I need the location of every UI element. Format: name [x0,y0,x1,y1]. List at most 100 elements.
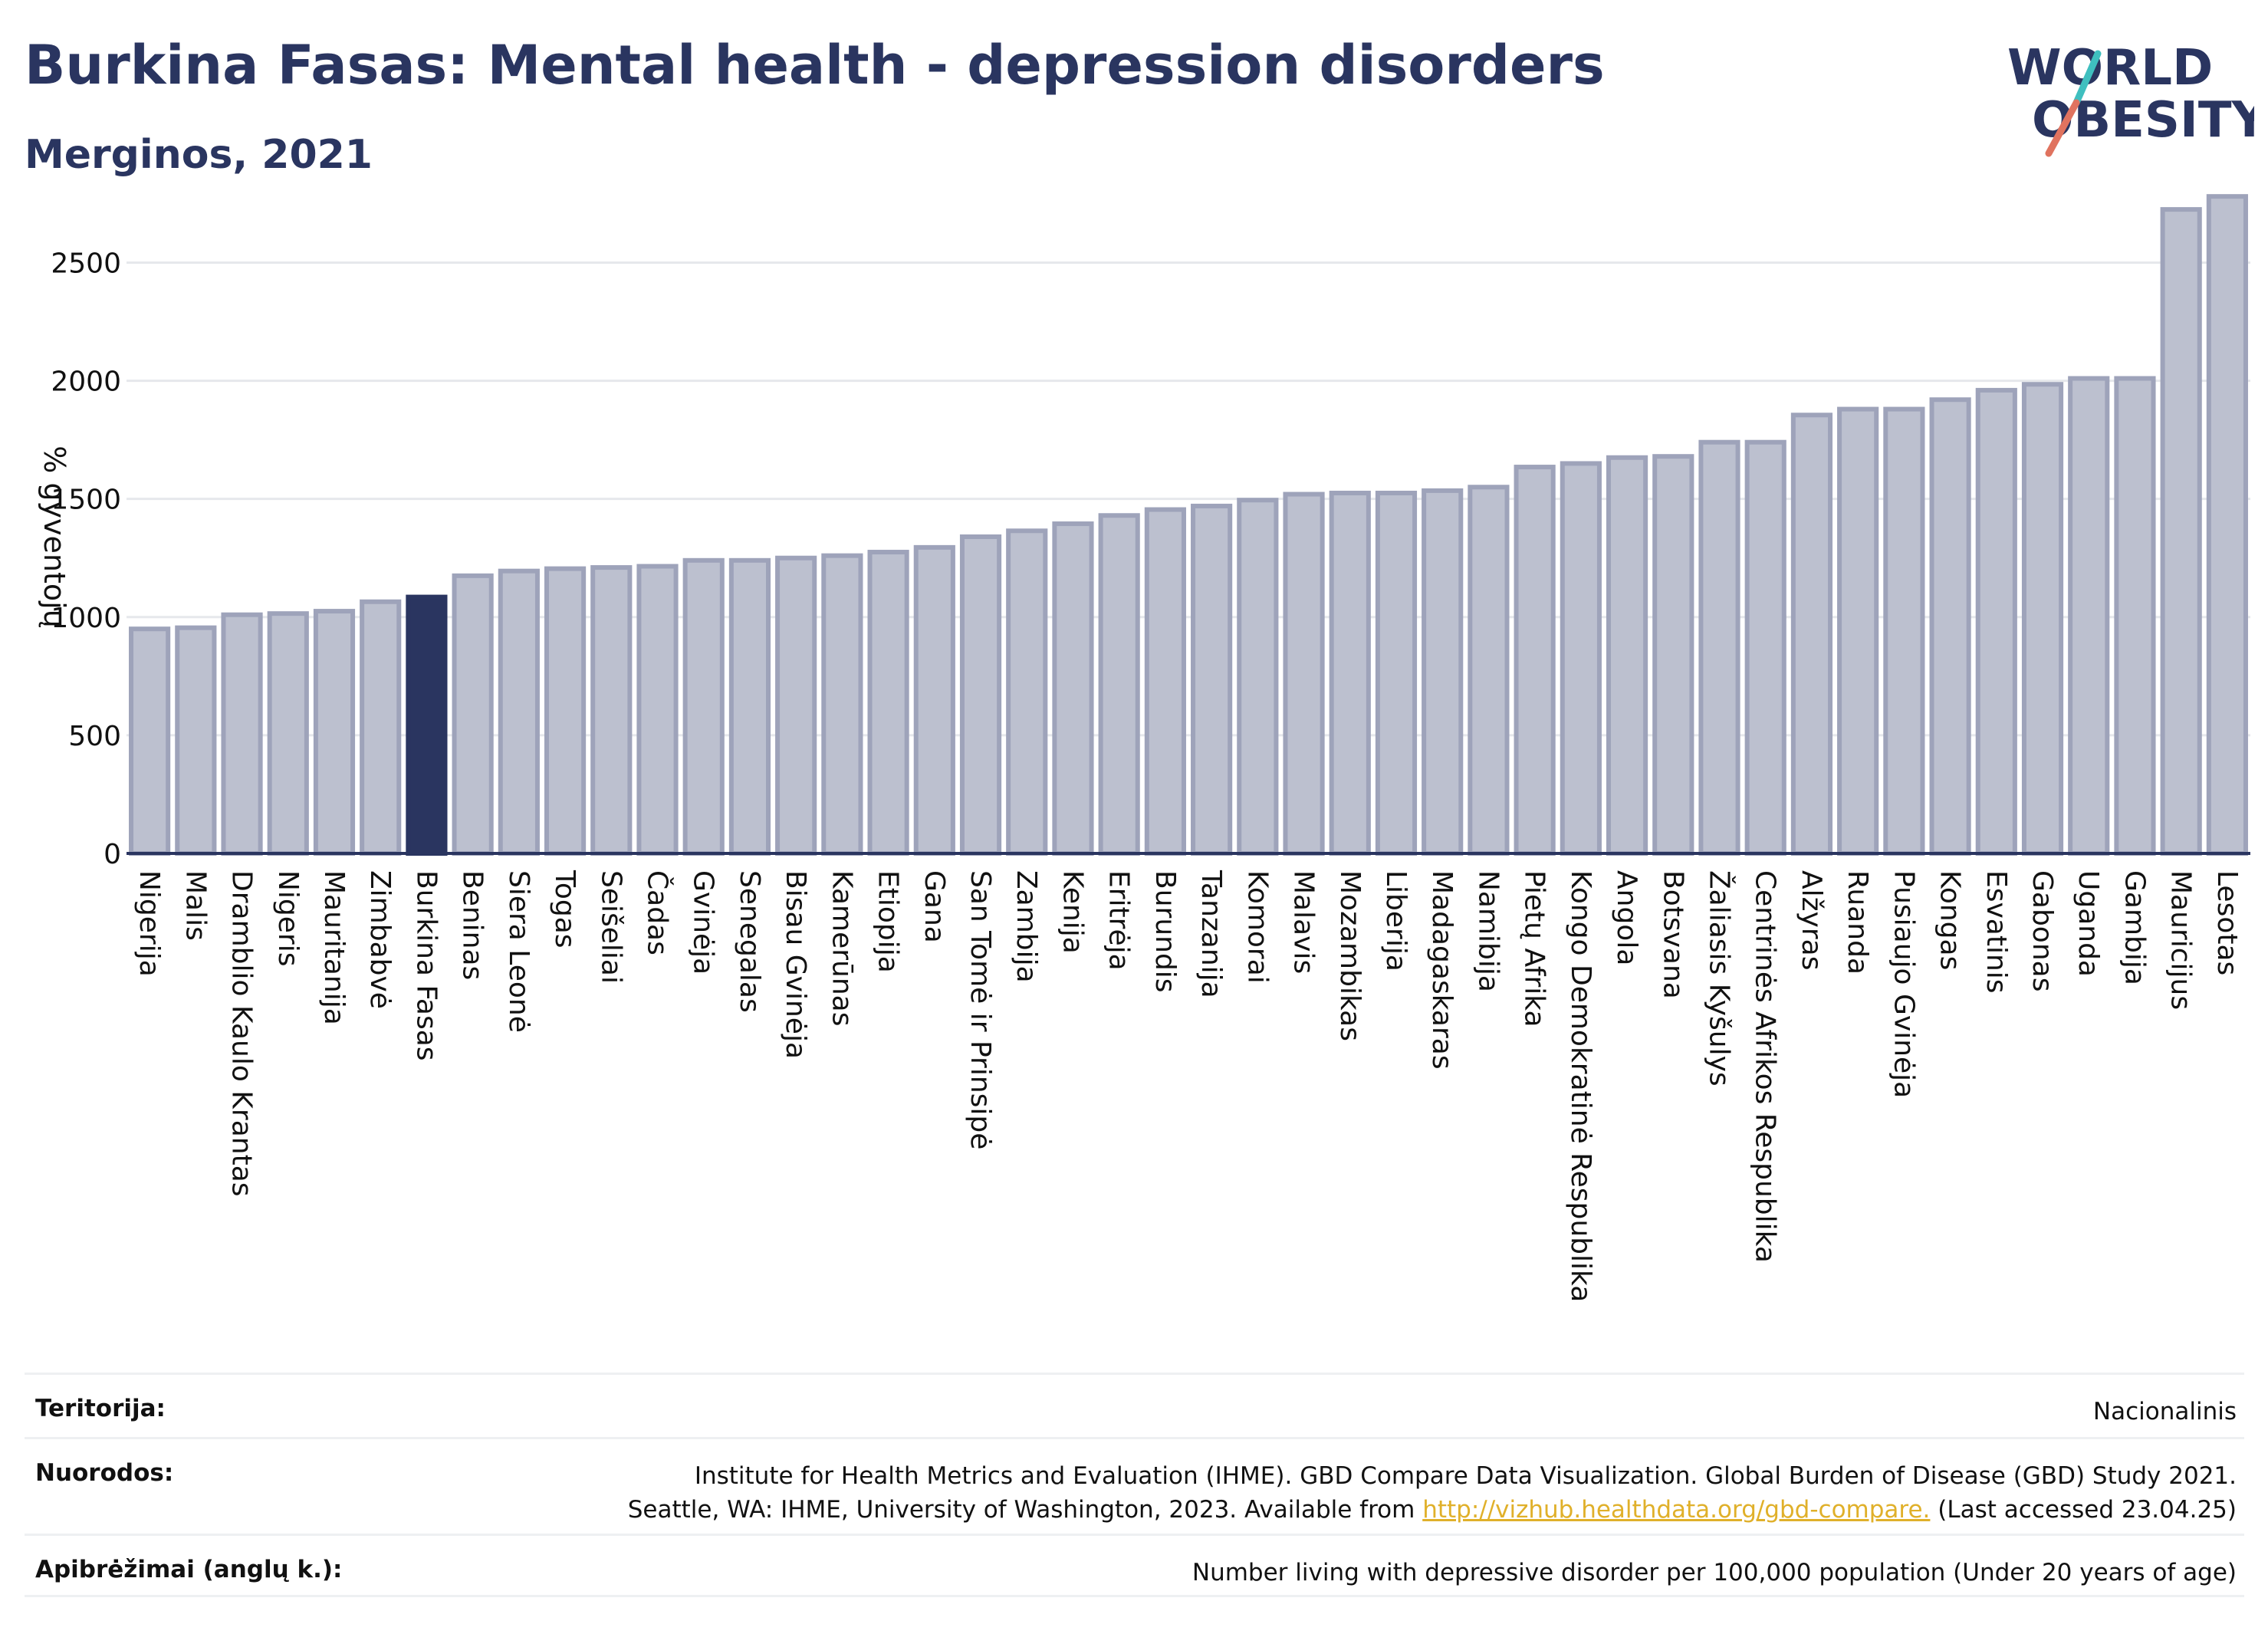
bar-ruanda [1837,406,1879,856]
meta-definitions-row: Apibrėžimai (anglų k.): Number living wi… [25,1534,2244,1597]
bar-čadas [636,564,679,856]
x-tick-label: Mauricijus [2165,870,2197,1010]
logo-slash-teal [2072,50,2102,107]
bar-burkina-fasas [406,594,448,856]
bar-komorai [1237,498,1279,856]
bar-nigeris [267,611,309,856]
bar-kenija [1052,521,1094,856]
logo-text-world: WORLD [2007,40,2213,97]
x-tick-label: Gambija [2118,870,2150,985]
y-tick-label: 1500 [51,485,121,516]
bar-dramblio-kaulo-krantas [221,612,263,856]
x-tick-label: Angola [1611,870,1642,965]
y-axis-ticks: 0 500 1000 1500 2000 2500 [51,248,121,870]
x-tick-label: Centrinės Afrikos Respublika [1750,870,1781,1263]
bar-burundis [1144,507,1186,856]
y-tick-label: 0 [104,839,121,870]
x-tick-label: Alžyras [1796,870,1827,970]
meta-references-row: Nuorodos: Institute for Health Metrics a… [25,1437,2244,1536]
definitions-label: Apibrėžimai (anglų k.): [35,1556,343,1583]
x-tick-label: Ruanda [1842,870,1873,975]
x-tick-label: Gana [919,870,950,943]
bar-namibija [1468,485,1510,856]
world-obesity-logo: WORLD OBESITY [2007,40,2254,157]
x-tick-label: Beninas [457,870,488,980]
bar-togas [544,566,587,856]
bar-alžyras [1790,413,1833,856]
bar-tanzanija [1191,503,1233,856]
bar-kamerūnas [821,553,863,856]
references-line-2: Seattle, WA: IHME, University of Washing… [628,1493,2237,1527]
references-line-1: Institute for Health Metrics and Evaluat… [694,1462,2237,1490]
bar-eritrėja [1098,513,1140,856]
bar-esvatinis [1975,387,2017,856]
x-tick-label: Seišeliai [595,870,626,984]
x-tick-label: Mozambikas [1334,870,1366,1041]
bar-botsvana [1652,454,1694,856]
territory-label: Teritorija: [35,1395,166,1422]
y-tick-label: 1000 [51,603,121,634]
x-tick-label: Burkina Fasas [410,870,442,1061]
bar-pusiaujo-gvinėja [1883,406,1925,856]
x-axis-labels: Nigerija Malis Dramblio Kaulo Krantas Niger… [133,870,2243,1302]
bars [127,194,2250,856]
bar-gambija [2114,376,2156,856]
bar-žaliasis-kyšulys [1698,439,1740,856]
bar-gvinėja [682,557,725,856]
x-tick-label: Kenija [1057,870,1088,954]
bar-senegalas [728,557,771,856]
x-tick-label: Žaliasis Kyšulys [1704,870,1736,1087]
references-text: Institute for Health Metrics and Evaluat… [628,1459,2237,1527]
references-line-2-post: (Last accessed 23.04.25) [1930,1496,2237,1524]
x-tick-label: Kongas [1934,870,1966,970]
bar-malavis [1283,492,1325,856]
bar-malis [175,625,217,856]
y-tick-label: 2500 [51,248,121,279]
bar-beninas [452,573,494,856]
x-tick-label: Pusiaujo Gvinėja [1888,870,1919,1098]
bar-kongas [1929,397,1971,856]
x-tick-label: Kongo Demokratinė Respublika [1565,870,1596,1302]
x-tick-label: Mauritanija [318,870,350,1025]
x-tick-label: Senegalas [734,870,765,1013]
y-axis-label: % gyventojų [38,445,71,628]
y-tick-label: 2000 [51,367,121,398]
bar-liberija [1375,490,1418,856]
bar-lesotas [2206,194,2248,856]
x-tick-label: Kamerūnas [826,870,857,1027]
bar-gana [913,544,955,856]
bar-san-tomė-ir-prinsipė [959,534,1002,856]
bar-gabonas [2021,382,2064,856]
chart-subtitle: Merginos, 2021 [25,132,373,178]
x-tick-label: Malavis [1288,870,1320,974]
bar-pietų-afrika [1514,465,1556,856]
bar-kongo-demokratinė-respublika [1560,461,1602,856]
bar-siera-leonė [498,568,540,856]
meta-bottom-divider [25,1595,2244,1597]
x-tick-label: Gabonas [2026,870,2058,991]
x-tick-label: Komorai [1241,870,1273,984]
x-tick-label: Togas [549,870,580,949]
x-tick-label: Botsvana [1657,870,1688,999]
x-tick-label: Malis [179,870,211,941]
x-tick-label: Dramblio Kaulo Krantas [226,870,258,1197]
territory-value: Nacionalinis [2092,1398,2237,1425]
meta-territory-row: Teritorija: Nacionalinis [25,1373,2244,1439]
gbd-compare-link[interactable]: http://vizhub.healthdata.org/gbd-compare… [1422,1496,1931,1524]
bar-seišeliai [590,565,633,856]
x-tick-label: Zimbabvė [364,870,396,1009]
bar-centrinės-afrikos-respublika [1744,439,1786,856]
chart-title: Burkina Fasas: Mental health - depressio… [25,34,1605,97]
x-tick-label: San Tomė ir Prinsipė [965,870,996,1149]
bar-mauritanija [313,609,356,856]
bar-mozambikas [1329,490,1371,856]
bar-zimbabvė [360,599,402,856]
y-tick-label: 500 [68,721,121,752]
x-tick-label: Siera Leonė [503,870,534,1033]
references-label: Nuorodos: [35,1459,174,1487]
bar-uganda [2068,376,2110,856]
x-tick-label: Nigerija [133,870,165,977]
x-tick-label: Etiopija [873,870,904,973]
bar-etiopija [867,550,909,856]
bar-bisau-gvinėja [775,555,817,856]
